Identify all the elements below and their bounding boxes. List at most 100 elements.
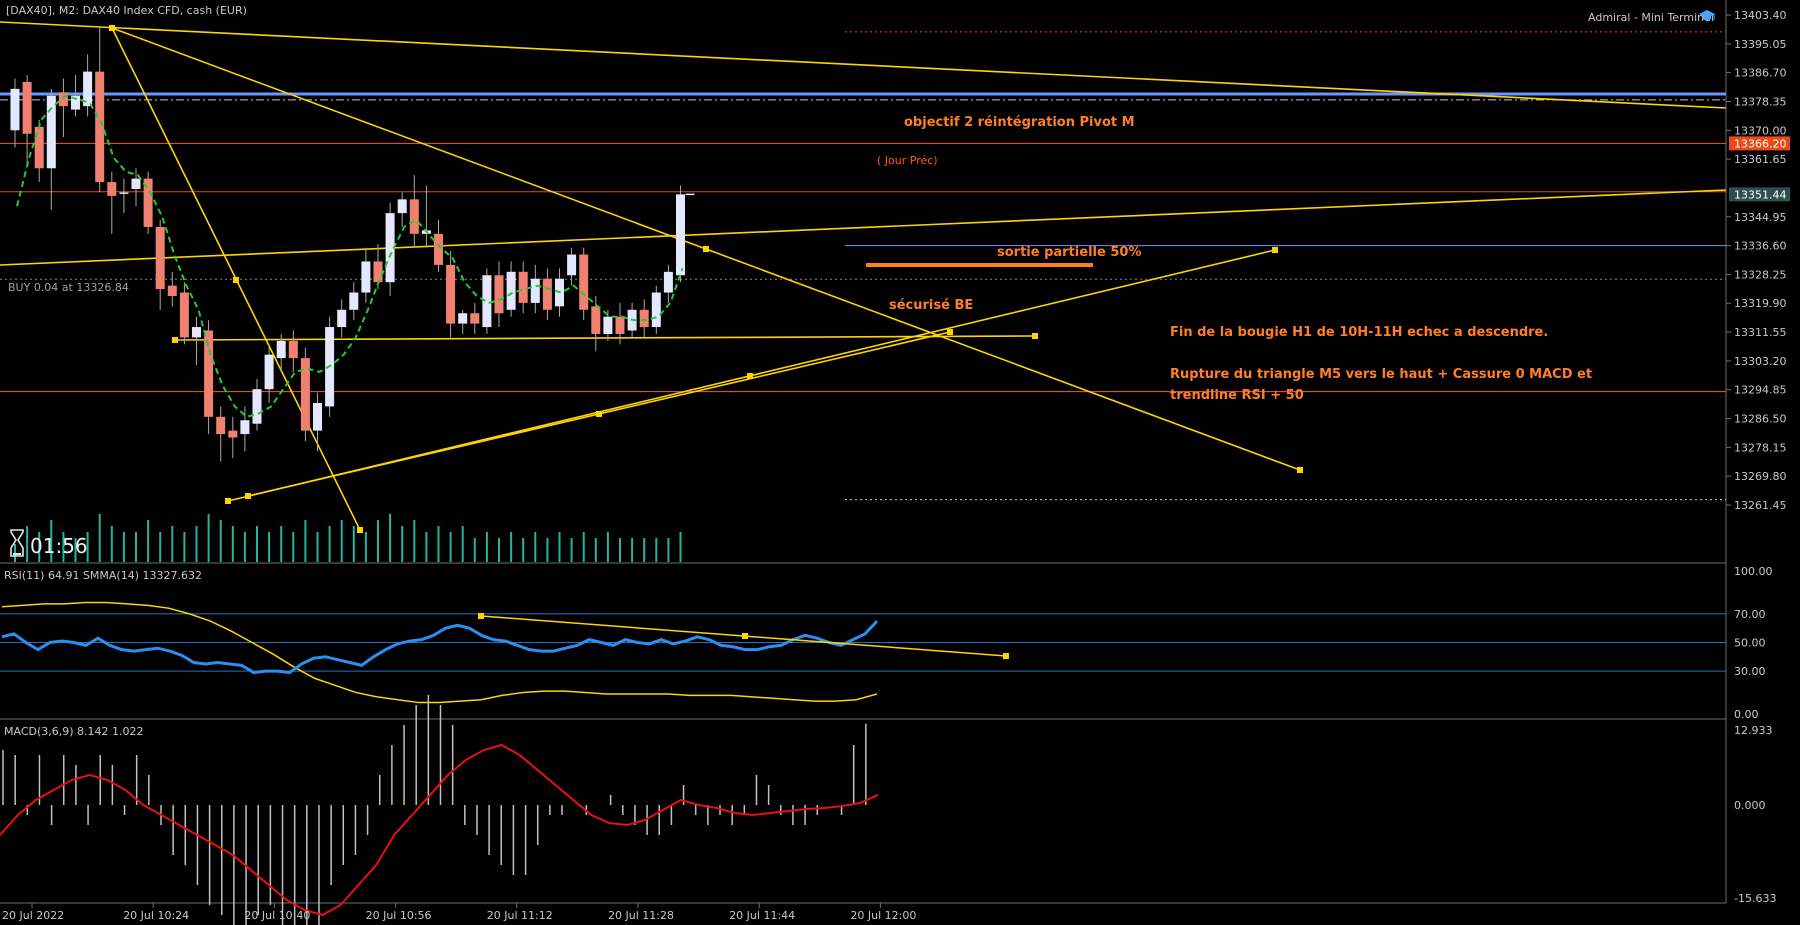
candle-body — [155, 226, 165, 290]
candle-body — [434, 233, 443, 265]
annotation-securise[interactable]: sécurisé BE — [889, 298, 973, 313]
macd-signal-line — [0, 743, 879, 917]
chart-title: [DAX40], M2: DAX40 Index CFD, cash (EUR) — [6, 4, 247, 17]
terminal-label[interactable]: Admiral - Mini Terminal — [1588, 11, 1714, 24]
macd-tick-label: -15.633 — [1734, 892, 1776, 905]
candle-body — [179, 292, 189, 338]
candle-body — [579, 254, 589, 310]
candle-body — [639, 309, 649, 328]
trendline-handle — [947, 329, 953, 335]
annotation-note-rupture[interactable]: Rupture du triangle M5 vers le haut + Ca… — [1170, 367, 1592, 382]
trendline-handle — [225, 498, 231, 504]
candle-body — [192, 327, 201, 338]
macd-tick-label: 12.933 — [1734, 724, 1773, 737]
candle-body — [676, 194, 685, 276]
candle-body — [107, 182, 117, 196]
macd-axis: 12.933 0.000 -15.633 — [1734, 724, 1776, 905]
candle-body — [494, 275, 504, 314]
trendline-handle — [109, 25, 115, 31]
time-axis[interactable]: 20 Jul 2022 20 Jul 10:24 20 Jul 10:40 20 Ju… — [2, 903, 916, 922]
annotation-objectif[interactable]: objectif 2 réintégration Pivot M — [904, 115, 1135, 130]
candle-body — [300, 358, 310, 431]
trendline-handle — [703, 246, 709, 252]
graduation-cap-icon[interactable] — [1699, 10, 1715, 21]
price-axis[interactable]: 13403.40 13395.05 13386.70 13378.35 13370.00… — [1726, 9, 1790, 512]
price-tick-label: 13311.55 — [1734, 326, 1787, 339]
rsi-tick-label: 0.00 — [1734, 708, 1759, 721]
price-tick-label: 13386.70 — [1734, 67, 1787, 80]
candle-body — [34, 126, 44, 169]
hourglass-icon — [10, 529, 24, 557]
rsi-smma-line — [1, 601, 878, 704]
candle-body — [567, 254, 577, 276]
annotation-jour-prec[interactable]: ( Jour Préc) — [877, 154, 938, 167]
price-tick-label: 13361.65 — [1734, 153, 1787, 166]
candlesticks[interactable] — [10, 26, 695, 462]
candle-body — [143, 178, 153, 227]
candle-body — [530, 278, 540, 303]
time-tick-label: 20 Jul 10:24 — [123, 909, 189, 922]
candle-body — [204, 330, 214, 417]
trendline-handle — [1297, 467, 1303, 473]
candle-body — [337, 309, 347, 328]
price-tick-label: 13403.40 — [1734, 9, 1787, 22]
trendlines[interactable] — [0, 21, 1727, 533]
candle-body — [240, 420, 250, 435]
price-tick-label: 13344.95 — [1734, 211, 1787, 224]
rsi-trendline-handle — [1003, 653, 1009, 659]
candle-body — [167, 285, 177, 296]
price-tick-label: 13378.35 — [1734, 95, 1787, 108]
time-tick-label: 20 Jul 12:00 — [850, 909, 916, 922]
candle-body — [83, 71, 93, 107]
candle-body — [458, 313, 468, 324]
time-tick-label: 20 Jul 11:28 — [608, 909, 674, 922]
candle-body — [216, 416, 226, 435]
rsi-trendline-handle — [478, 613, 484, 619]
candle-body — [288, 340, 298, 359]
candle-body — [349, 292, 359, 310]
trendline — [0, 21, 1727, 109]
time-tick-label: 20 Jul 11:44 — [729, 909, 795, 922]
rsi-title: RSI(11) 64.91 SMMA(14) 13327.632 — [4, 569, 202, 582]
price-tick-label: 13303.20 — [1734, 355, 1787, 368]
trendline-handle — [747, 373, 753, 379]
candle-body — [446, 264, 456, 324]
price-tag-label: 13366.20 — [1734, 137, 1787, 150]
price-tick-label: 13269.80 — [1734, 470, 1787, 483]
annotation-sortie[interactable]: sortie partielle 50% — [997, 245, 1141, 260]
price-tag — [1729, 187, 1790, 202]
price-tick-label: 13319.90 — [1734, 297, 1787, 310]
trendline-handle — [357, 527, 363, 533]
moving-average-line — [16, 94, 684, 418]
rsi-tick-label: 70.00 — [1734, 608, 1766, 621]
macd-title: MACD(3,6,9) 8.142 1.022 — [4, 725, 144, 738]
candle-body — [373, 261, 383, 283]
trendline-handle — [596, 411, 602, 417]
order-label[interactable]: BUY 0.04 at 13326.84 — [8, 281, 129, 294]
candle-body — [506, 271, 516, 310]
candle-body — [46, 95, 56, 169]
candle-body — [542, 278, 552, 310]
candle-body — [663, 271, 673, 293]
price-tick-label: 13294.85 — [1734, 384, 1787, 397]
annotation-note-rsi[interactable]: trendline RSI + 50 — [1170, 388, 1304, 403]
annotation-note-h1[interactable]: Fin de la bougie H1 de 10H-11H echec a d… — [1170, 325, 1548, 340]
price-tag — [1729, 136, 1790, 151]
candle-body — [409, 199, 419, 234]
time-tick-label: 20 Jul 11:12 — [487, 909, 553, 922]
candle-body — [131, 178, 141, 189]
candle-body — [518, 271, 528, 303]
countdown-timer: 01:56 — [30, 534, 88, 558]
rsi-trendline[interactable] — [478, 613, 1009, 659]
trendline-handle — [233, 277, 239, 283]
candle-body — [95, 71, 105, 183]
candle-body — [615, 316, 625, 334]
time-tick-label: 20 Jul 10:56 — [366, 909, 432, 922]
candle-body — [264, 354, 274, 390]
candle-body — [71, 95, 80, 110]
time-tick-label: 20 Jul 10:40 — [244, 909, 310, 922]
candle-body — [470, 313, 480, 324]
price-tick-label: 13395.05 — [1734, 38, 1787, 51]
candle-body — [58, 92, 68, 107]
